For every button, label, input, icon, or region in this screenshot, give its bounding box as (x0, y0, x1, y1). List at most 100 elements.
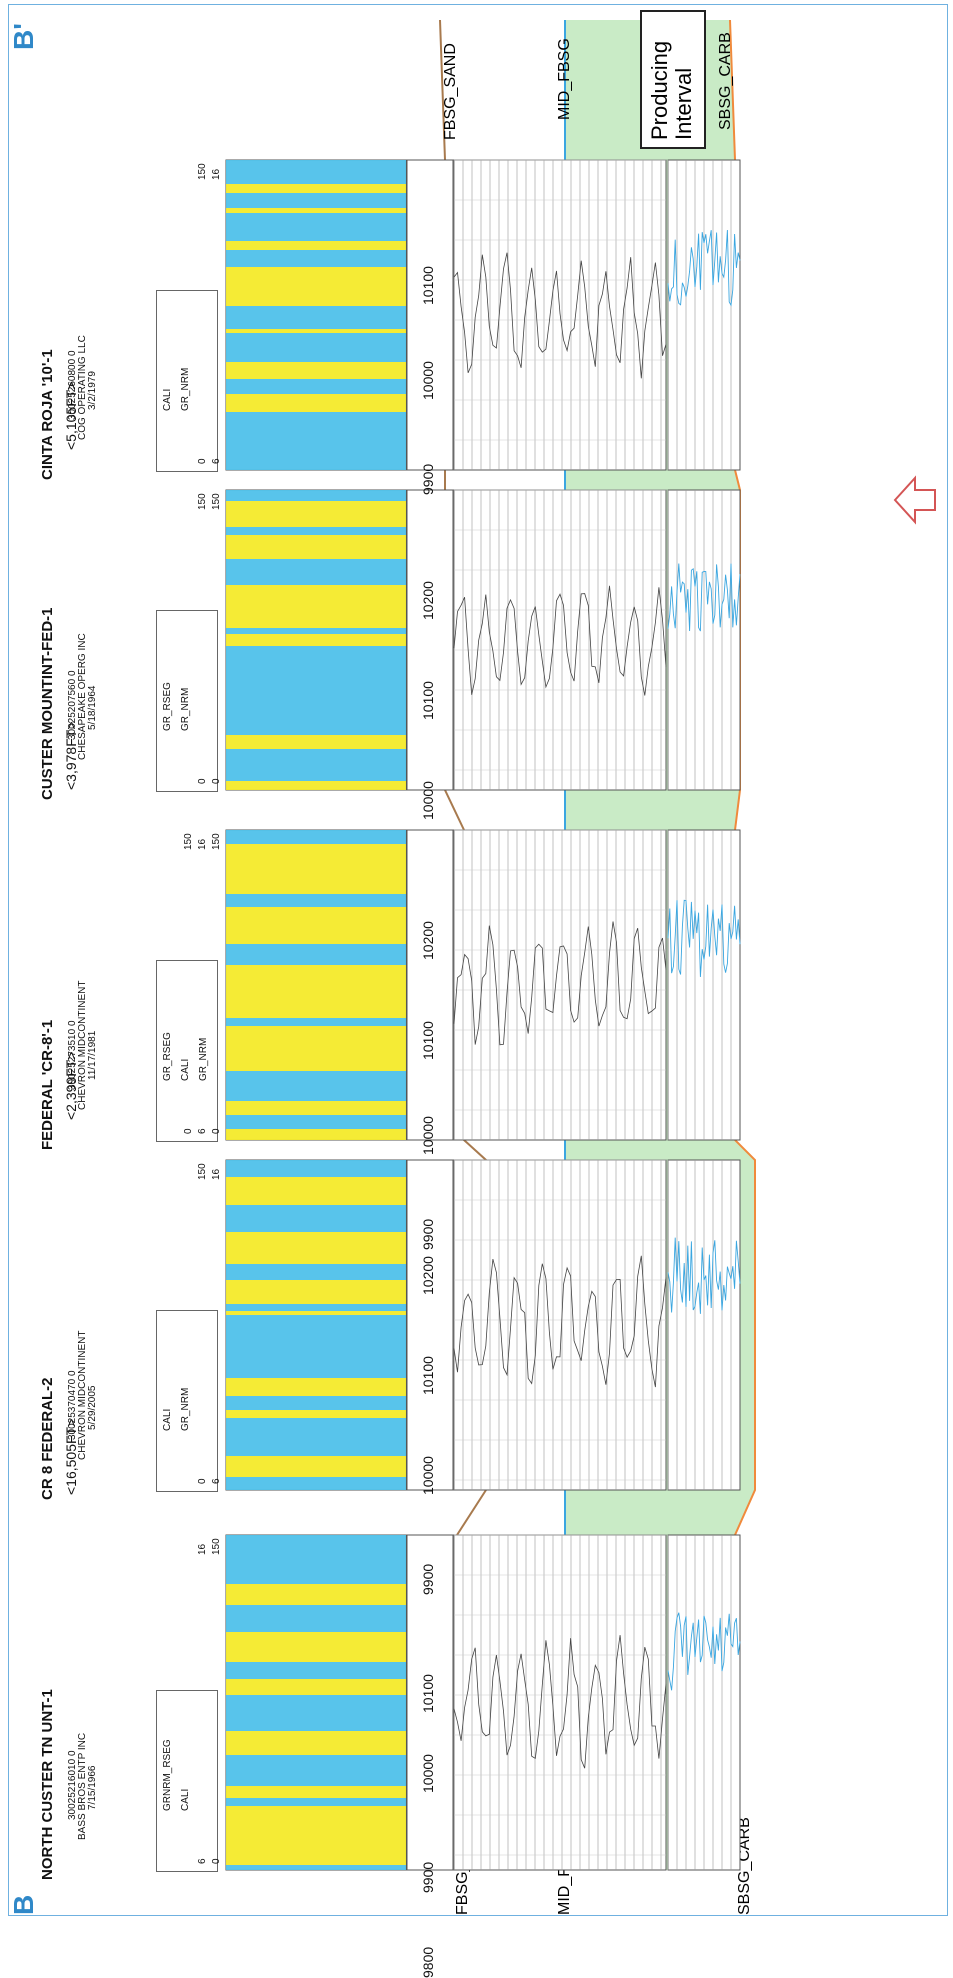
lithology-band (226, 1651, 406, 1662)
depth-track-frame (406, 829, 454, 1141)
lithology-band (226, 1460, 406, 1477)
porosity-curve (667, 1612, 741, 1691)
depth-track-frame (406, 159, 454, 471)
depth-track-frame (406, 489, 454, 791)
porosity-curve (667, 563, 741, 632)
lithology-band (226, 374, 406, 379)
lithology-band (226, 735, 406, 742)
lithology-band (226, 1719, 406, 1731)
depth-label: 9800 (420, 1946, 436, 1978)
lithology-band (226, 1101, 406, 1106)
lithology-band (226, 241, 406, 250)
track1-header: GR_RSEG GR_NRM (156, 610, 218, 792)
lithology-band (226, 1632, 406, 1651)
resistivity-curve (453, 921, 667, 1046)
lithology-band (226, 742, 406, 749)
lithology-band (226, 1584, 406, 1593)
lithology-band (226, 894, 406, 903)
resistivity-curve (453, 585, 667, 696)
lithology-band (226, 1422, 406, 1438)
resistivity-curve (453, 252, 667, 379)
well-log-tracks (225, 829, 741, 1141)
lithology-band (226, 193, 406, 208)
depth-label: 9900 (420, 463, 436, 495)
lithology-band (226, 1160, 406, 1177)
lithology-band (226, 1232, 406, 1244)
lithology-band (226, 1410, 406, 1418)
lithology-band (226, 1396, 406, 1400)
lithology-band (226, 456, 406, 470)
lithology-band (226, 989, 406, 995)
lithology-band (226, 1477, 406, 1490)
lithology-band (226, 333, 406, 358)
lithology-band (226, 1026, 406, 1051)
lithology-band (226, 1400, 406, 1410)
lithology-band (226, 160, 406, 168)
lithology-band (226, 781, 406, 790)
lithology-band (226, 1321, 406, 1333)
lithology-band (226, 903, 406, 907)
lithology-band (226, 329, 406, 333)
lithology-band (226, 749, 406, 756)
lithology-band (226, 1085, 406, 1093)
lithology-band (226, 564, 406, 575)
lithology-band (226, 663, 406, 688)
lithology-band (226, 394, 406, 412)
porosity-curve (667, 1237, 741, 1314)
porosity-curve (667, 229, 741, 307)
well-log-tracks (225, 1534, 741, 1871)
lithology-band (226, 1806, 406, 1831)
depth-track-frame (406, 1534, 454, 1871)
lithology-band (226, 362, 406, 374)
lithology-band (226, 1244, 406, 1264)
lithology-band (226, 965, 406, 989)
lithology-band (226, 1106, 406, 1115)
lithology-band (226, 379, 406, 386)
lithology-band (226, 688, 406, 711)
resistivity-track-frame (453, 1159, 667, 1491)
lithology-band (226, 1662, 406, 1679)
lithology-band (226, 1290, 406, 1304)
lithology-band (226, 920, 406, 934)
lithology-band (226, 1831, 406, 1854)
lithology-band (226, 1450, 406, 1456)
lithology-band (226, 1115, 406, 1129)
lithology-band (226, 1018, 406, 1026)
lithology-band (226, 1438, 406, 1450)
lithology-band (226, 559, 406, 564)
lithology-band (226, 944, 406, 956)
lithology-band (226, 756, 406, 781)
lithology-band (226, 1264, 406, 1280)
lithology-band (226, 844, 406, 852)
lithology-band (226, 1311, 406, 1315)
lithology-band (226, 956, 406, 965)
lithology-band (226, 213, 406, 221)
resistivity-track-frame (453, 829, 667, 1141)
lithology-band (226, 1304, 406, 1311)
resistivity-track-frame (453, 489, 667, 791)
lithology-band (226, 852, 406, 871)
lithology-band (226, 513, 406, 527)
resistivity-curve (453, 1635, 667, 1769)
lithology-band (226, 871, 406, 894)
lithology-band (226, 585, 406, 595)
lithology-band (226, 386, 406, 394)
track1-header: GRNRM_RSEG CALI (156, 1690, 218, 1872)
lithology-band (226, 208, 406, 213)
lithology-band (226, 1418, 406, 1422)
lithology-band (226, 1093, 406, 1101)
direction-arrow-icon (893, 475, 936, 525)
lithology-band (226, 646, 406, 663)
lithology-band (226, 306, 406, 329)
lithology-band (226, 1798, 406, 1806)
lithology-band (226, 628, 406, 634)
lithology-band (226, 1605, 406, 1626)
lithology-band (226, 1593, 406, 1605)
lithology-band (226, 260, 406, 267)
well-log-tracks (225, 1159, 741, 1491)
lithology-band (226, 575, 406, 585)
lithology-band (226, 1221, 406, 1232)
lithology-band (226, 606, 406, 628)
lithology-band (226, 1354, 406, 1378)
lithology-band (226, 267, 406, 279)
